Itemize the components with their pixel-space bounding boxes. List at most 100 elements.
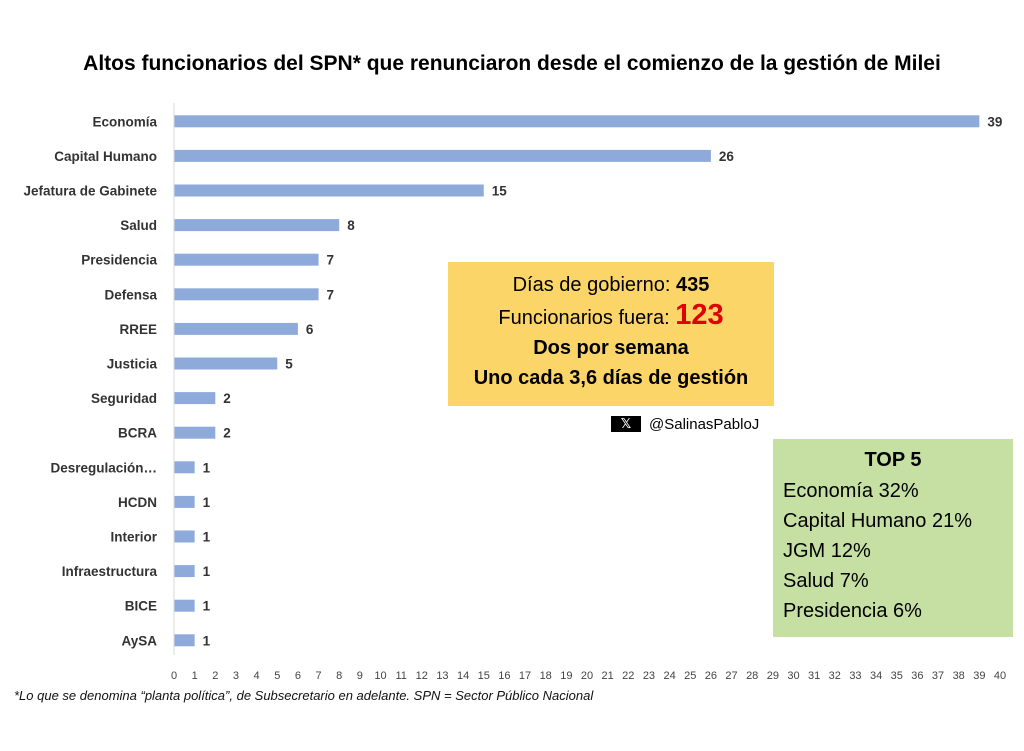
per-week-line: Dos por semana: [533, 337, 689, 359]
top5-title: TOP 5: [864, 449, 922, 471]
x-tick-label: 20: [581, 670, 593, 682]
x-tick-label: 2: [212, 670, 218, 682]
officials-line: Funcionarios fuera: 123: [448, 300, 774, 333]
x-tick-label: 3: [233, 670, 239, 682]
x-tick-label: 14: [457, 670, 469, 682]
bars-group: [174, 115, 980, 647]
bar-9: [174, 426, 216, 439]
x-tick-label: 39: [973, 670, 985, 682]
top5-item: Salud 7%: [783, 570, 869, 592]
value-label: 15: [492, 184, 508, 199]
value-label: 1: [203, 599, 211, 614]
value-label: 1: [203, 530, 211, 545]
category-label: Salud: [120, 218, 157, 233]
chart-title: Altos funcionarios del SPN* que renuncia…: [83, 52, 941, 75]
x-tick-label: 10: [374, 670, 386, 682]
value-label: 8: [347, 218, 355, 233]
x-tick-label: 4: [254, 670, 260, 682]
x-tick-label: 0: [171, 670, 177, 682]
days-line: Días de gobierno: 435: [448, 270, 774, 300]
x-tick-label: 30: [787, 670, 799, 682]
bar-12: [174, 530, 195, 543]
value-labels: 39 26 15 8 7 7 6 5 2 2 1 1 1 1 1 1: [203, 114, 1003, 648]
bar-7: [174, 357, 278, 370]
value-label: 6: [306, 322, 314, 337]
value-label: 5: [285, 357, 293, 372]
bar-15: [174, 634, 195, 647]
bar-13: [174, 565, 195, 578]
x-tick-label: 17: [519, 670, 531, 682]
category-label: Defensa: [104, 287, 157, 302]
x-tick-label: 7: [315, 670, 321, 682]
x-tick-label: 23: [643, 670, 655, 682]
bar-8: [174, 392, 216, 405]
social-handle: 𝕏 @SalinasPabloJ: [611, 414, 759, 434]
x-tick-label: 26: [705, 670, 717, 682]
category-label: AySA: [121, 633, 157, 648]
x-tick-label: 40: [994, 670, 1006, 682]
officials-label: Funcionarios fuera:: [498, 307, 676, 329]
x-tick-label: 22: [622, 670, 634, 682]
value-label: 2: [223, 391, 231, 406]
value-label: 1: [203, 564, 211, 579]
x-tick-label: 1: [192, 670, 198, 682]
bar-4: [174, 253, 319, 266]
x-tick-label: 19: [560, 670, 572, 682]
x-axis-ticks: 0 1 2 3 4 5 6 7 8 9 10 11 12 13 14 15 16 17 18 19 20 21 22 23 24…: [171, 670, 1006, 682]
x-tick-label: 13: [436, 670, 448, 682]
x-icon: 𝕏: [611, 416, 641, 432]
x-tick-label: 24: [663, 670, 675, 682]
category-label: Justicia: [107, 357, 158, 372]
x-tick-label: 32: [829, 670, 841, 682]
category-label: Economía: [92, 114, 157, 129]
x-tick-label: 18: [540, 670, 552, 682]
value-label: 26: [719, 149, 735, 164]
value-label: 7: [327, 287, 335, 302]
category-label: HCDN: [118, 495, 157, 510]
x-tick-label: 6: [295, 670, 301, 682]
days-value: 435: [676, 274, 710, 296]
category-label: Capital Humano: [54, 149, 157, 164]
value-label: 1: [203, 633, 211, 648]
footnote: *Lo que se denomina “planta política”, d…: [14, 688, 594, 703]
top5-item: Capital Humano 21%: [783, 510, 972, 532]
category-label: RREE: [119, 322, 157, 337]
category-label: Infraestructura: [62, 564, 158, 579]
bar-6: [174, 322, 298, 335]
bar-5: [174, 288, 319, 301]
category-label: Jefatura de Gabinete: [23, 184, 157, 199]
x-tick-label: 11: [395, 670, 406, 682]
category-label: Desregulación…: [50, 460, 157, 475]
x-tick-label: 29: [767, 670, 779, 682]
category-label: Seguridad: [91, 391, 157, 406]
x-tick-label: 38: [953, 670, 965, 682]
value-label: 2: [223, 426, 231, 441]
top5-item: Presidencia 6%: [783, 600, 922, 622]
summary-box: Días de gobierno: 435 Funcionarios fuera…: [448, 262, 774, 406]
bar-3: [174, 219, 340, 232]
x-tick-label: 25: [684, 670, 696, 682]
x-tick-label: 15: [478, 670, 490, 682]
x-tick-label: 9: [357, 670, 363, 682]
x-tick-label: 34: [870, 670, 882, 682]
x-tick-label: 33: [849, 670, 861, 682]
x-tick-label: 36: [911, 670, 923, 682]
x-tick-label: 35: [891, 670, 903, 682]
x-tick-label: 28: [746, 670, 758, 682]
category-label: BICE: [125, 599, 157, 614]
days-label: Días de gobierno:: [512, 274, 677, 296]
category-labels: Economía Capital Humano Jefatura de Gabine…: [23, 114, 157, 648]
x-tick-label: 8: [336, 670, 342, 682]
x-tick-label: 21: [602, 670, 614, 682]
value-label: 39: [987, 114, 1002, 129]
x-tick-label: 12: [416, 670, 428, 682]
bar-14: [174, 599, 195, 612]
bar-11: [174, 495, 195, 508]
top5-box: TOP 5 Economía 32% Capital Humano 21% JG…: [773, 439, 1013, 637]
top5-item: Economía 32%: [783, 480, 919, 502]
value-label: 7: [327, 253, 335, 268]
officials-value: 123: [675, 299, 724, 331]
x-tick-label: 27: [725, 670, 737, 682]
bar-0: [174, 115, 980, 128]
bar-2: [174, 184, 484, 197]
